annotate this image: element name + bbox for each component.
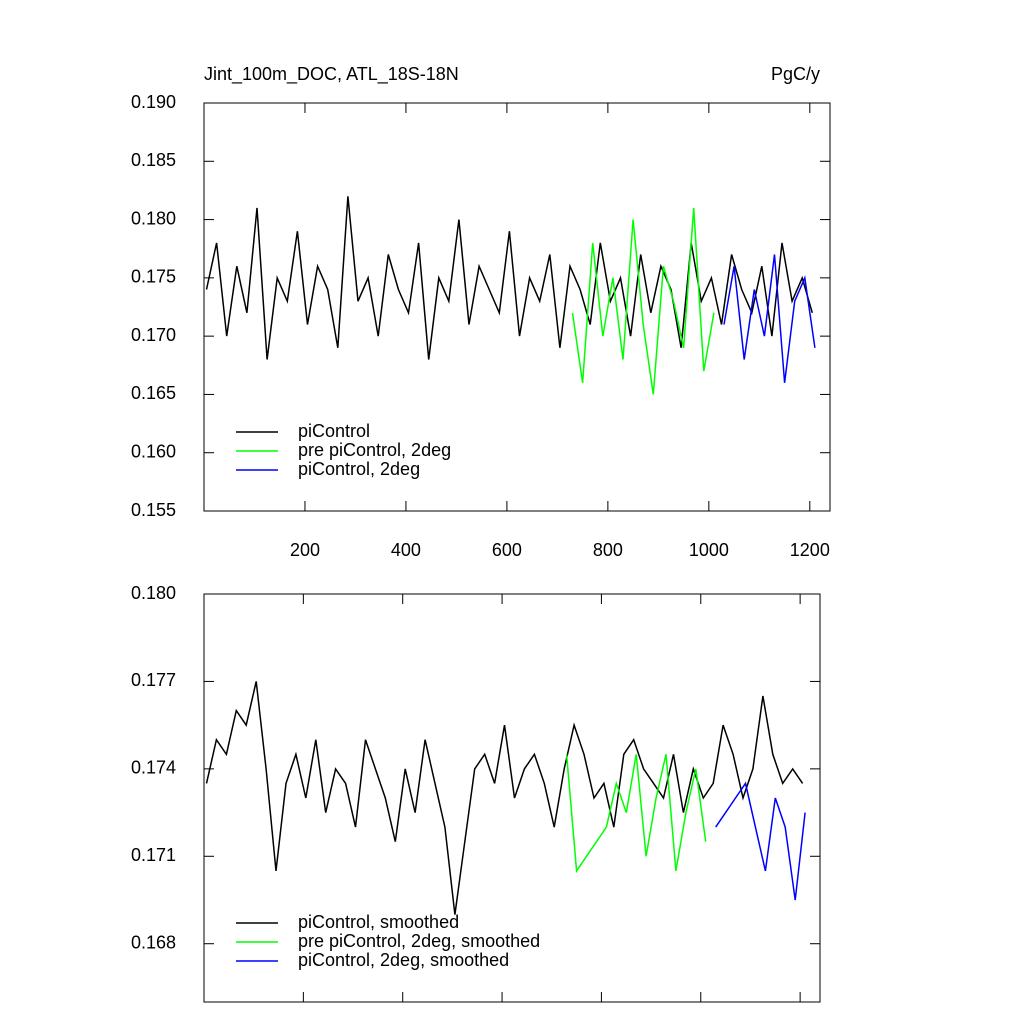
series-line <box>565 754 707 874</box>
x-tick-label: 600 <box>492 540 522 560</box>
y-tick-label: 0.174 <box>131 758 176 778</box>
legend-label: piControl, smoothed <box>298 912 459 932</box>
y-tick-label: 0.171 <box>131 845 176 865</box>
chart-title: Jint_100m_DOC, ATL_18S-18N <box>204 64 459 85</box>
legend-label: pre piControl, 2deg, smoothed <box>298 931 540 951</box>
legend-label: pre piControl, 2deg <box>298 440 451 460</box>
series-line <box>715 781 806 901</box>
series-line <box>205 196 814 360</box>
y-tick-label: 0.177 <box>131 670 176 690</box>
y-tick-label: 0.165 <box>131 383 176 403</box>
y-tick-label: 0.175 <box>131 267 176 287</box>
x-tick-label: 1000 <box>689 540 729 560</box>
x-tick-label: 800 <box>593 540 623 560</box>
y-tick-label: 0.180 <box>131 583 176 603</box>
y-tick-label: 0.170 <box>131 325 176 345</box>
y-tick-label: 0.168 <box>131 932 176 952</box>
series-line <box>571 207 715 395</box>
y-tick-label: 0.190 <box>131 92 176 112</box>
series-line <box>205 681 804 915</box>
y-tick-label: 0.160 <box>131 441 176 461</box>
legend-label: piControl, 2deg <box>298 459 420 479</box>
legend-label: piControl <box>298 421 370 441</box>
y-tick-label: 0.155 <box>131 500 176 520</box>
y-tick-label: 0.180 <box>131 208 176 228</box>
x-tick-label: 400 <box>391 540 421 560</box>
x-tick-label: 1200 <box>790 540 830 560</box>
x-tick-label: 200 <box>290 540 320 560</box>
units-label: PgC/y <box>771 64 820 84</box>
legend-label: piControl, 2deg, smoothed <box>298 950 509 970</box>
series-line <box>723 254 816 383</box>
plot-frame <box>203 102 831 512</box>
plot-frame <box>203 593 821 1003</box>
y-tick-label: 0.185 <box>131 150 176 170</box>
